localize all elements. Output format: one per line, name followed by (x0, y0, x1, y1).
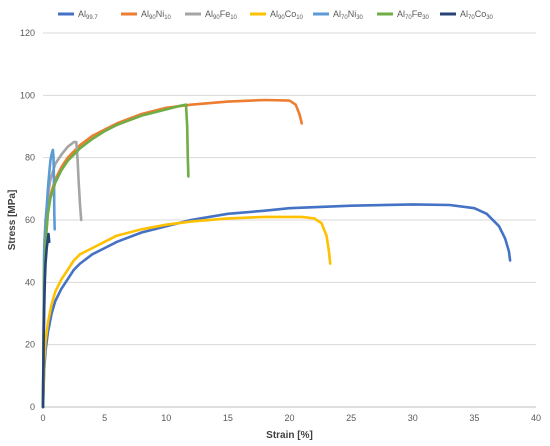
x-tick-label: 30 (408, 413, 418, 423)
legend-label: Al90Co10 (270, 9, 304, 21)
legend-label-subscript: 90 (213, 15, 220, 21)
x-tick-label: 15 (223, 413, 233, 423)
legend-label-subscript: 90 (278, 15, 285, 21)
y-tick-label: 20 (25, 340, 35, 350)
legend: Al99.7 Al90Ni10 Al90Fe10 Al90Co10 Al70Ni30 Al… (58, 9, 494, 21)
legend-label: Al90Ni10 (141, 9, 172, 21)
legend-label: Al70Ni30 (333, 9, 364, 21)
x-tick-label: 20 (284, 413, 294, 423)
y-axis-title: Stress [MPa] (7, 190, 18, 251)
series-line-al70fe30 (41, 103, 190, 409)
legend-label-text: Co (285, 9, 297, 19)
legend-label: Al90Fe10 (205, 9, 238, 21)
series-line-al70co30 (41, 232, 51, 409)
y-tick-label: 40 (25, 277, 35, 287)
legend-label-subscript: 99.7 (86, 15, 98, 21)
x-tick-label: 40 (531, 413, 541, 423)
legend-label-text: Ni (156, 9, 165, 19)
legend-label-text: Al (460, 9, 468, 19)
legend-label-subscript: 90 (149, 15, 156, 21)
x-tick-label: 0 (40, 413, 45, 423)
legend-label-subscript: 10 (230, 15, 237, 21)
y-tick-labels: 0 20 40 60 80 100 120 (20, 28, 35, 412)
y-tick-label: 120 (20, 28, 35, 38)
grid-lines (43, 32, 536, 346)
legend-label: Al99.7 (78, 9, 98, 21)
x-tick-label: 35 (469, 413, 479, 423)
legend-label: Al70Fe30 (397, 9, 430, 21)
legend-label-subscript: 30 (486, 15, 493, 21)
y-tick-label: 100 (20, 90, 35, 100)
x-tick-labels: 0 5 10 15 20 25 30 35 40 (40, 413, 541, 423)
legend-label-text: Al (397, 9, 405, 19)
legend-label-subscript: 30 (356, 15, 363, 21)
legend-label-text: Al (333, 9, 341, 19)
legend-label-subscript: 70 (405, 15, 412, 21)
legend-label-text: Al (270, 9, 278, 19)
legend-label-text: Fe (220, 9, 231, 19)
series-line-al99.7 (41, 203, 512, 409)
legend-label-text: Co (475, 9, 487, 19)
legend-label-subscript: 70 (341, 15, 348, 21)
legend-label-subscript: 30 (422, 15, 429, 21)
legend-label-text: Al (141, 9, 149, 19)
legend-label: Al70Co30 (460, 9, 494, 21)
legend-label-text: Al (78, 9, 86, 19)
legend-label-text: Ni (348, 9, 357, 19)
y-tick-label: 60 (25, 215, 35, 225)
data-series (41, 98, 512, 409)
x-tick-label: 25 (346, 413, 356, 423)
x-tick-label: 10 (161, 413, 171, 423)
y-tick-label: 0 (30, 402, 35, 412)
legend-label-subscript: 10 (296, 15, 303, 21)
x-tick-label: 5 (102, 413, 107, 423)
legend-label-subscript: 70 (468, 15, 475, 21)
x-axis-title: Strain [%] (266, 430, 313, 441)
y-tick-label: 80 (25, 153, 35, 163)
legend-label-text: Al (205, 9, 213, 19)
legend-label-subscript: 10 (164, 15, 171, 21)
series-line-al90co10 (41, 215, 332, 409)
legend-label-text: Fe (412, 9, 423, 19)
